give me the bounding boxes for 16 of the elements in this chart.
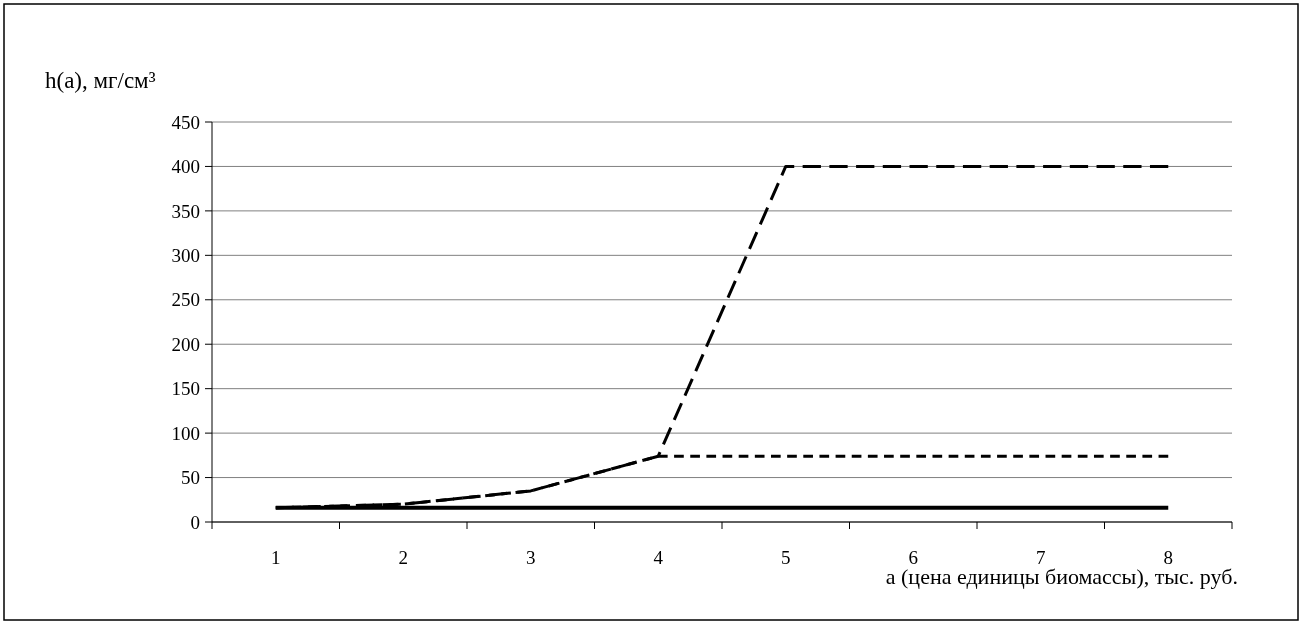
x-tick-label: 1 <box>271 547 281 568</box>
x-tick-label: 4 <box>653 547 664 568</box>
y-axis-title: h(a), мг/см³ <box>45 68 156 93</box>
x-tick-label: 3 <box>526 547 536 568</box>
y-tick-label: 400 <box>171 156 200 178</box>
y-tick-label: 350 <box>171 200 200 222</box>
y-tick-label: 300 <box>171 244 200 266</box>
x-tick-label: 5 <box>781 547 791 568</box>
y-tick-label: 0 <box>190 511 200 533</box>
y-tick-label: 150 <box>171 378 200 400</box>
x-tick-label: 2 <box>398 547 408 568</box>
y-tick-label: 450 <box>171 111 200 133</box>
y-tick-label: 100 <box>171 422 200 444</box>
y-tick-label: 50 <box>181 467 200 489</box>
y-tick-label: 200 <box>171 333 200 355</box>
y-tick-label: 250 <box>171 289 200 311</box>
